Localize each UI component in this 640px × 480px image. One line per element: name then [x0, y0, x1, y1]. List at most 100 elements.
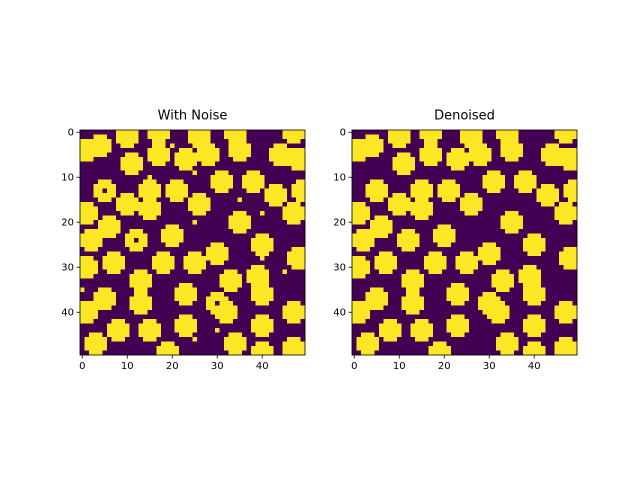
cell [419, 278, 425, 284]
cell [478, 305, 483, 311]
cell [192, 296, 198, 302]
cell [532, 211, 537, 216]
cell [161, 193, 166, 198]
cell [215, 301, 220, 306]
cell [255, 337, 261, 342]
cell [93, 215, 99, 221]
cell [215, 314, 220, 320]
cell [174, 305, 180, 311]
cell [397, 287, 402, 293]
cell [174, 238, 180, 243]
cell [89, 202, 94, 207]
cell [428, 274, 434, 279]
cell [536, 260, 542, 266]
cell [170, 247, 175, 252]
cell [102, 247, 108, 252]
cell [455, 179, 461, 185]
cell [559, 283, 564, 288]
cell [491, 247, 497, 252]
cell [228, 233, 234, 239]
cell [532, 130, 537, 135]
cell [197, 251, 202, 257]
cell [161, 341, 166, 347]
cell [410, 341, 416, 347]
cell [365, 274, 371, 279]
cell [509, 130, 515, 135]
cell [192, 301, 198, 306]
cell [165, 287, 171, 293]
cell [473, 301, 479, 306]
cell [255, 251, 261, 257]
cell [156, 319, 162, 324]
cell [188, 332, 193, 338]
cell [514, 229, 519, 234]
cell [219, 341, 225, 347]
cell [219, 350, 225, 356]
cell [514, 197, 519, 203]
cell [419, 251, 425, 257]
cell [116, 152, 121, 158]
cell [550, 175, 555, 180]
cell [401, 229, 407, 234]
cell [183, 166, 189, 171]
cell [116, 283, 121, 288]
cell [374, 274, 380, 279]
cell [478, 296, 483, 302]
cell [505, 265, 510, 270]
cell [356, 314, 362, 320]
cell [361, 215, 366, 221]
cell [170, 341, 175, 347]
cell [491, 256, 497, 261]
cell [356, 328, 362, 333]
cell [170, 332, 175, 338]
cell [451, 229, 456, 234]
cell [287, 260, 292, 266]
cell [392, 179, 398, 185]
cell [125, 328, 130, 333]
cell [451, 188, 456, 194]
cell [80, 161, 85, 167]
cell [228, 305, 234, 311]
cell [80, 166, 85, 171]
cell [183, 328, 189, 333]
cell [192, 346, 198, 351]
cell [165, 247, 171, 252]
cell [219, 193, 225, 198]
cell [143, 193, 148, 198]
cell [451, 161, 456, 167]
cell [291, 161, 297, 167]
cell [116, 148, 121, 153]
cell [559, 337, 564, 342]
cell [397, 211, 402, 216]
cell [487, 265, 492, 270]
cell [291, 157, 297, 162]
cell [356, 350, 362, 356]
cell [134, 152, 139, 158]
cell [251, 206, 256, 212]
cell [410, 319, 416, 324]
cell [374, 242, 380, 248]
cell [300, 247, 306, 252]
cell [278, 323, 283, 329]
cell [554, 305, 560, 311]
cell [210, 350, 216, 356]
cell [509, 332, 515, 338]
cell [233, 256, 238, 261]
cell [246, 296, 252, 302]
cell [219, 260, 225, 266]
cell [370, 179, 375, 185]
cell [518, 346, 524, 351]
cell [541, 130, 546, 135]
cell [116, 193, 121, 198]
cell [460, 283, 465, 288]
cell [379, 238, 384, 243]
cell [401, 337, 407, 342]
cell [93, 350, 99, 356]
cell [179, 310, 184, 315]
cell [107, 283, 112, 288]
cell [356, 301, 362, 306]
cell [93, 148, 99, 153]
cell [188, 256, 193, 261]
cell [93, 139, 99, 144]
